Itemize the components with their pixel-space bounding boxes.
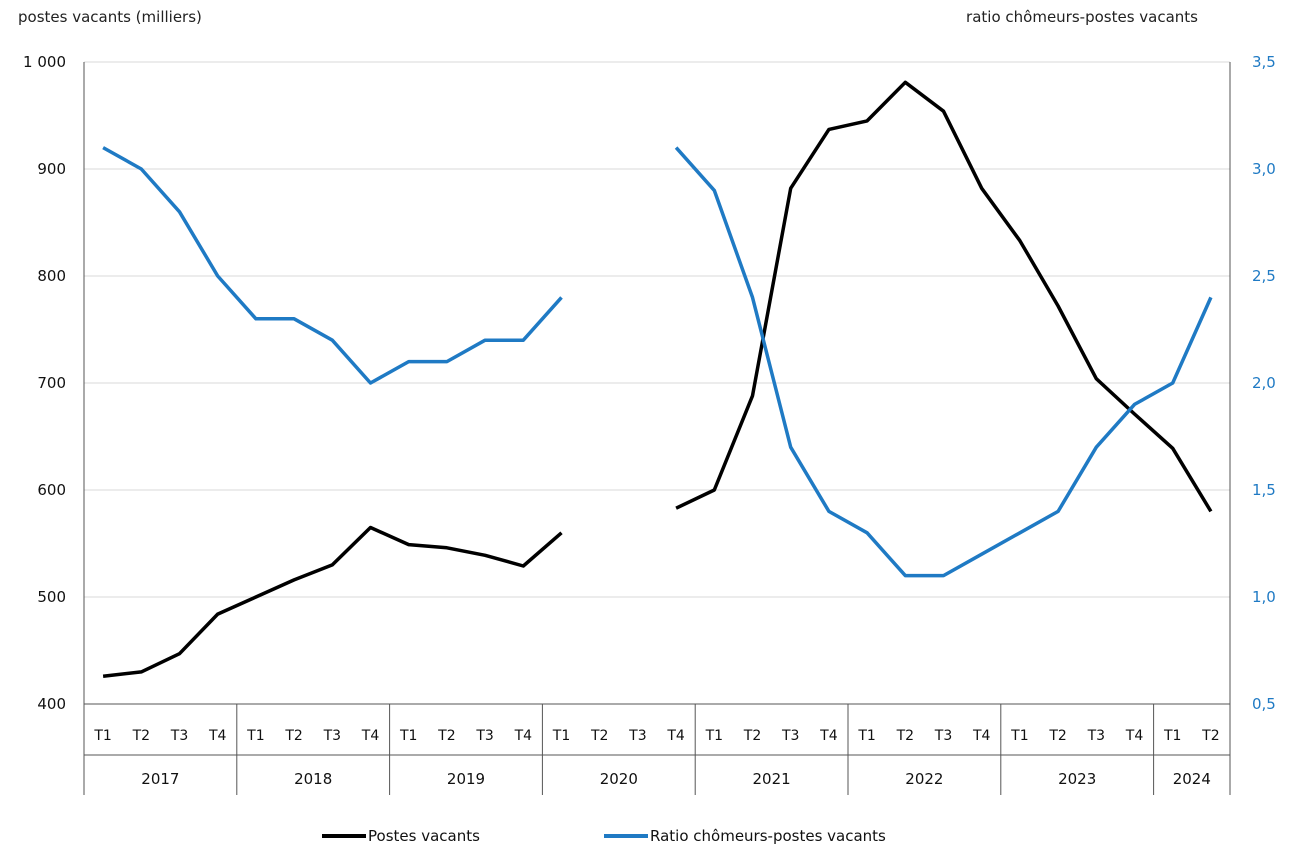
quarter-label: T1: [246, 728, 264, 744]
legend: Postes vacants Ratio chômeurs-postes vaca…: [322, 827, 886, 845]
legend-label: Postes vacants: [368, 827, 480, 845]
quarter-label: T1: [705, 728, 723, 744]
legend-label: Ratio chômeurs-postes vacants: [650, 827, 886, 845]
quarter-label: T3: [475, 728, 493, 744]
right-axis-title: ratio chômeurs-postes vacants: [966, 8, 1198, 26]
quarter-label: T1: [552, 728, 570, 744]
quarter-label: T4: [819, 728, 838, 744]
quarter-label: T1: [857, 728, 875, 744]
year-label: 2017: [141, 770, 179, 788]
quarter-label: T1: [1010, 728, 1028, 744]
right-tick-label: 1,0: [1252, 588, 1276, 606]
quarter-label: T3: [170, 728, 188, 744]
right-tick-label: 0,5: [1252, 695, 1276, 713]
year-label: 2022: [905, 770, 943, 788]
left-tick-label: 400: [37, 695, 66, 713]
series-line-ratio: [102, 146, 1213, 578]
quarter-label: T2: [284, 728, 302, 744]
quarter-label: T1: [93, 728, 111, 744]
left-tick-label: 600: [37, 481, 66, 499]
quarter-label: T4: [666, 728, 685, 744]
quarter-label: T2: [743, 728, 761, 744]
quarter-label: T2: [132, 728, 150, 744]
left-tick-label: 900: [37, 160, 66, 178]
quarter-label: T4: [514, 728, 533, 744]
right-tick-label: 2,0: [1252, 374, 1276, 392]
quarter-label: T3: [1087, 728, 1105, 744]
quarter-label: T1: [399, 728, 417, 744]
quarter-label: T2: [1201, 728, 1219, 744]
quarter-label: T2: [1048, 728, 1066, 744]
quarter-label: T2: [590, 728, 608, 744]
quarter-label: T3: [934, 728, 952, 744]
right-tick-label: 1,5: [1252, 481, 1276, 499]
quarter-label: T2: [437, 728, 455, 744]
right-axis-ticks: 0,5 1,0 1,5 2,0 2,5 3,0 3,5: [1252, 53, 1276, 713]
year-label: 2021: [753, 770, 791, 788]
left-axis-ticks: 400 500 600 700 800 900 1 000: [23, 53, 66, 713]
series: [102, 80, 1213, 678]
year-label: 2020: [600, 770, 638, 788]
year-label: 2018: [294, 770, 332, 788]
quarter-label: T4: [972, 728, 991, 744]
right-tick-label: 3,0: [1252, 160, 1276, 178]
right-tick-label: 3,5: [1252, 53, 1276, 71]
year-label: 2019: [447, 770, 485, 788]
left-axis-title: postes vacants (milliers): [18, 8, 202, 26]
year-label: 2023: [1058, 770, 1096, 788]
series-line-postes-vacants: [102, 80, 1213, 678]
quarter-label: T4: [361, 728, 380, 744]
left-tick-label: 700: [37, 374, 66, 392]
category-axis: T1 T2 T3 T4 T1 T2 T3 T4 T1 T2 T3 T4 T1 T2 T3 T4 T1 T2 T3 T4…: [83, 704, 1231, 795]
left-tick-label: 1 000: [23, 53, 66, 71]
axes: [83, 62, 1231, 705]
quarter-label: T1: [1163, 728, 1181, 744]
quarter-label: T2: [896, 728, 914, 744]
year-label: 2024: [1173, 770, 1211, 788]
left-tick-label: 800: [37, 267, 66, 285]
quarter-label: T4: [208, 728, 227, 744]
quarter-label: T3: [323, 728, 341, 744]
quarter-label: T3: [628, 728, 646, 744]
quarter-label: T3: [781, 728, 799, 744]
quarter-label: T4: [1125, 728, 1144, 744]
right-tick-label: 2,5: [1252, 267, 1276, 285]
gridlines: [84, 61, 1230, 598]
left-tick-label: 500: [37, 588, 66, 606]
